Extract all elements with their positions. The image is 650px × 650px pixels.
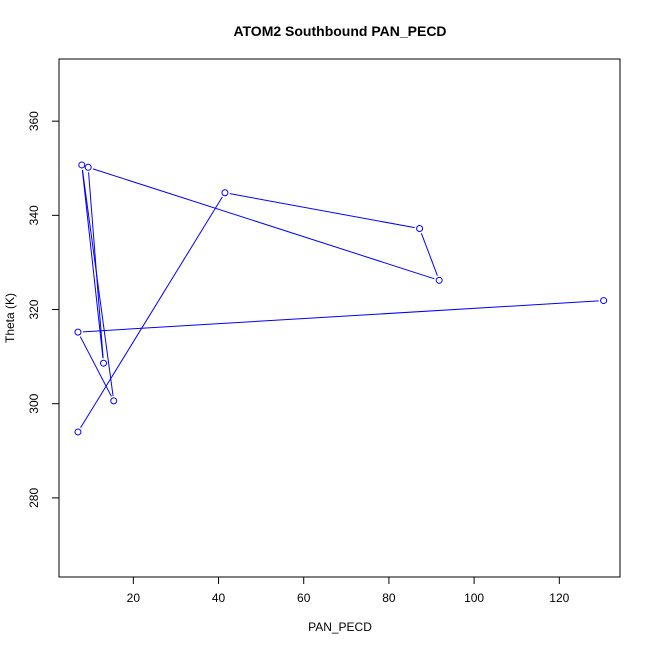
y-tick-label: 360 <box>27 111 41 131</box>
x-tick-label: 100 <box>464 591 484 605</box>
x-tick-label: 40 <box>212 591 226 605</box>
y-axis: 280 300 320 340 360 <box>27 111 60 508</box>
data-point <box>600 297 608 305</box>
line-segment <box>92 168 435 280</box>
x-tick-label: 60 <box>297 591 311 605</box>
series-layer <box>74 161 608 436</box>
line-segment <box>420 233 438 276</box>
line-segment <box>81 169 114 396</box>
line-segment <box>79 336 112 397</box>
line-segment <box>80 196 223 428</box>
y-axis-label: Theta (K) <box>3 293 17 343</box>
x-tick-label: 80 <box>382 591 396 605</box>
y-tick-label: 320 <box>27 299 41 319</box>
data-point <box>110 397 118 405</box>
series-line <box>74 161 608 436</box>
data-point <box>78 161 86 169</box>
y-tick-label: 300 <box>27 393 41 413</box>
plot-area-frame <box>58 58 621 578</box>
line-segment <box>82 300 599 333</box>
x-axis-label: PAN_PECD <box>308 620 372 634</box>
x-tick-label: 120 <box>549 591 569 605</box>
data-point <box>221 189 229 197</box>
y-tick-label: 340 <box>27 205 41 225</box>
data-point <box>416 225 424 233</box>
x-axis: 20 40 60 80 100 120 <box>127 576 570 605</box>
data-point <box>84 163 92 171</box>
line-segment <box>81 169 104 359</box>
data-point <box>74 328 82 336</box>
y-tick-label: 280 <box>27 488 41 508</box>
data-point <box>435 276 443 284</box>
data-point <box>74 428 82 436</box>
chart-title: ATOM2 Southbound PAN_PECD <box>233 23 446 39</box>
line-segment <box>229 193 415 229</box>
x-tick-label: 20 <box>127 591 141 605</box>
data-point <box>100 359 108 367</box>
